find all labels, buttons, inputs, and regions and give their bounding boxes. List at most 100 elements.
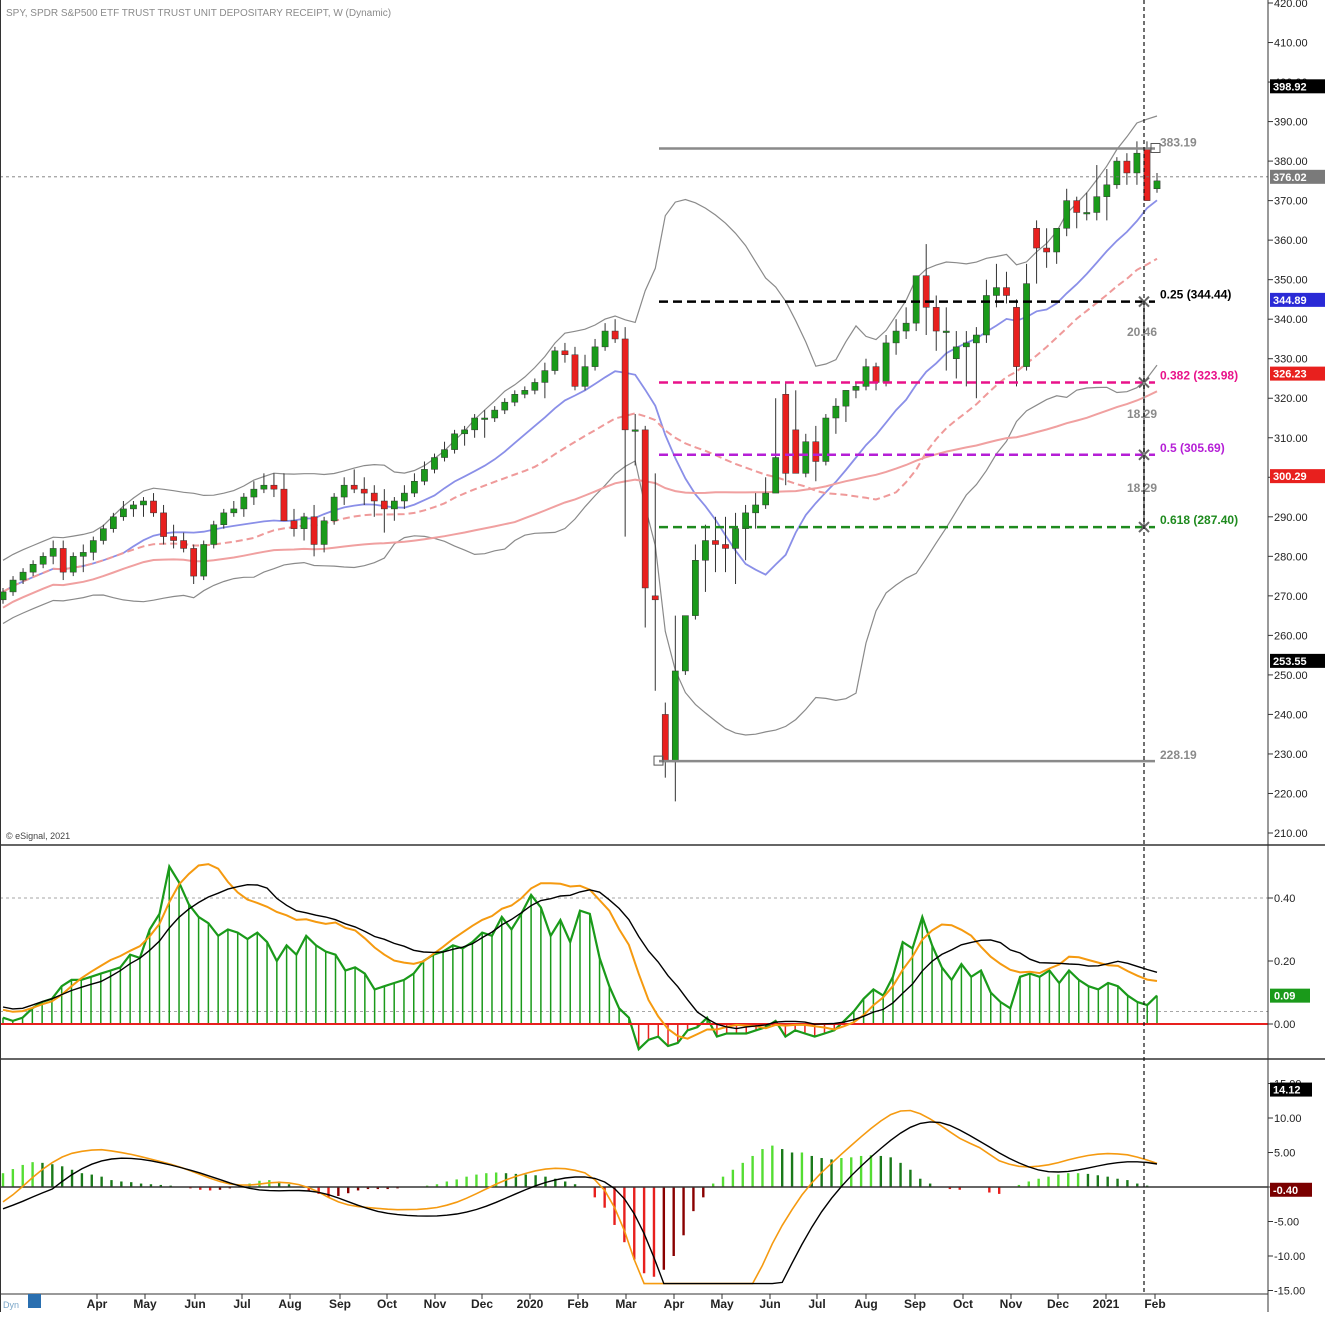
fib-distance-label: 18.29 <box>1127 407 1157 421</box>
candle-body <box>330 496 338 522</box>
candle-body <box>19 571 27 581</box>
candle-body <box>99 528 107 541</box>
fib-level-label: 0.5 (305.69) <box>1160 441 1225 455</box>
price-tag-label: 326.23 <box>1273 369 1307 381</box>
candle-body <box>431 457 438 470</box>
candle-body <box>882 342 890 383</box>
chart-title: SPY, SPDR S&P500 ETF TRUST TRUST UNIT DE… <box>6 8 391 19</box>
price-tag-label: 300.29 <box>1273 471 1307 483</box>
x-tick-label: Apr <box>87 1297 108 1311</box>
osc2-value-label: 14.12 <box>1273 1085 1301 1097</box>
price-tick-label: 360.00 <box>1274 235 1308 247</box>
osc1-tick-label: 0.40 <box>1274 893 1295 905</box>
candle-body <box>340 484 348 498</box>
price-tick-label: 270.00 <box>1274 591 1308 603</box>
osc1-tick-label: 0.00 <box>1274 1019 1295 1031</box>
candle-body <box>390 500 398 510</box>
candle-body <box>1063 200 1071 229</box>
price-tick-label: 330.00 <box>1274 354 1308 366</box>
candle-body <box>591 346 599 367</box>
candle-body <box>1003 287 1010 296</box>
fib-distance-label: 20.46 <box>1127 325 1157 339</box>
candle-body <box>411 480 418 494</box>
candle-body <box>983 295 990 336</box>
candle-body <box>370 492 378 502</box>
candle-body <box>280 488 288 522</box>
candle-body <box>1083 212 1091 215</box>
candle-body <box>651 595 659 601</box>
candle-body <box>1043 247 1050 253</box>
candle-body <box>973 334 980 344</box>
price-tick-label: 320.00 <box>1274 393 1308 405</box>
candle-body <box>380 500 388 510</box>
candle-body <box>240 496 248 510</box>
candle-body <box>220 512 228 525</box>
candle-body <box>501 401 509 411</box>
candle-body <box>782 394 790 474</box>
candle-body <box>571 354 579 387</box>
price-tick-label: 370.00 <box>1274 196 1308 208</box>
candle-body <box>49 548 57 557</box>
x-tick-label: Dec <box>1047 1297 1069 1311</box>
x-tick-label: Jun <box>759 1297 780 1311</box>
candle-body <box>200 544 208 577</box>
bollinger-lower-line <box>2 364 1158 736</box>
candle-body <box>180 540 187 549</box>
candle-body <box>79 552 87 557</box>
candle-body <box>822 417 830 462</box>
candle-body <box>120 508 127 518</box>
price-tag <box>1270 653 1325 668</box>
osc2-value-tag <box>1270 1082 1312 1097</box>
candle-body <box>89 540 97 553</box>
oscillator-1-panel <box>0 863 1268 1052</box>
copyright-label: © eSignal, 2021 <box>6 831 70 841</box>
candle-body <box>601 330 609 348</box>
swing-high-label: 383.19 <box>1160 135 1197 149</box>
candle-body <box>611 330 619 340</box>
price-tick-label: 290.00 <box>1274 512 1308 524</box>
x-tick-label: Nov <box>1000 1297 1023 1311</box>
candle-body <box>9 579 17 593</box>
candle-body <box>621 338 629 431</box>
candle-body <box>692 560 699 616</box>
candle-body <box>511 394 519 403</box>
candle-body <box>481 417 489 420</box>
candle-body <box>250 488 258 498</box>
candle-body <box>942 330 950 333</box>
candle-body <box>952 346 960 359</box>
osc2-orange-line <box>2 1109 1158 1285</box>
candle-body <box>531 382 539 391</box>
osc1-black-line <box>2 883 1158 1030</box>
fib-distance-label: 18.29 <box>1127 481 1157 495</box>
candle-body <box>842 390 850 407</box>
candle-body <box>641 429 649 589</box>
candle-body <box>320 520 328 545</box>
candle-body <box>160 512 167 537</box>
candle-body <box>1143 148 1151 201</box>
price-tag <box>1270 366 1325 381</box>
x-tick-label: May <box>710 1297 734 1311</box>
candle-body <box>551 350 559 371</box>
fib-level-label: 0.618 (287.40) <box>1160 513 1238 527</box>
candle-body <box>932 307 940 332</box>
bollinger-upper-line <box>2 115 1158 561</box>
price-tag <box>1270 292 1325 307</box>
price-tick-label: 220.00 <box>1274 788 1308 800</box>
x-tick-label: Aug <box>854 1297 877 1311</box>
candle-body <box>892 330 900 344</box>
osc1-histogram-outline <box>2 863 1158 1052</box>
candle-body <box>290 520 298 529</box>
candle-body <box>69 556 77 573</box>
x-tick-label: Dec <box>471 1297 493 1311</box>
candle-body <box>491 409 499 419</box>
x-tick-label: 2020 <box>517 1297 544 1311</box>
candle-body <box>401 492 408 502</box>
price-tick-label: 230.00 <box>1274 749 1308 761</box>
candle-body <box>260 484 268 490</box>
price-tag <box>1270 169 1325 184</box>
x-tick-label: Sep <box>904 1297 926 1311</box>
candle-body <box>712 540 719 545</box>
osc2-value-label: -0.40 <box>1273 1185 1298 1197</box>
